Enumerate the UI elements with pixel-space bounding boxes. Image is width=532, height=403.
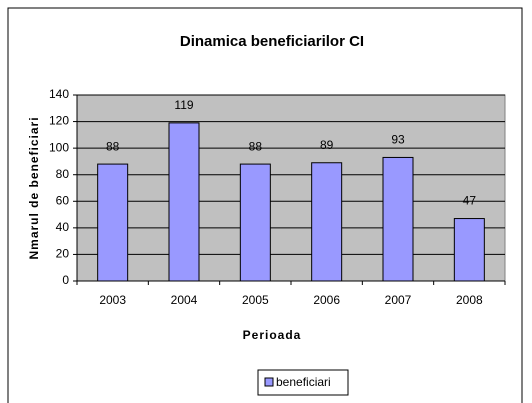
chart-title: Dinamica beneficiarilor CI: [180, 33, 364, 50]
bar: [168, 122, 200, 282]
x-tick-label: 2006: [313, 293, 340, 307]
y-tick-label: 20: [56, 247, 70, 261]
x-tick-label: 2008: [456, 293, 483, 307]
bar: [453, 218, 485, 282]
y-axis-title: Nmarul de beneficiari: [27, 116, 41, 259]
plot-area: [76, 94, 506, 282]
x-tick-label: 2005: [242, 293, 269, 307]
x-axis-title: Perioada: [243, 328, 302, 342]
y-tick-label: 140: [49, 87, 69, 101]
bar: [382, 156, 414, 282]
y-tick-label: 100: [49, 140, 69, 154]
x-tick-label: 2003: [99, 293, 126, 307]
legend-label: beneficiari: [276, 375, 331, 389]
y-tick-label: 40: [56, 220, 70, 234]
bar: [311, 162, 343, 282]
y-tick-label: 120: [49, 114, 69, 128]
x-tick-label: 2007: [385, 293, 412, 307]
y-tick-label: 60: [56, 193, 70, 207]
data-label: 89: [320, 138, 334, 152]
data-label: 93: [391, 133, 405, 147]
y-tick-label: 80: [56, 167, 70, 181]
bar: [239, 163, 271, 282]
bar: [97, 163, 129, 282]
x-tick-label: 2004: [171, 293, 198, 307]
data-label: 119: [174, 98, 193, 112]
data-label: 88: [106, 139, 120, 153]
legend-swatch: [264, 377, 274, 387]
data-label: 47: [463, 194, 477, 208]
data-label: 88: [249, 139, 263, 153]
y-tick-label: 0: [62, 273, 69, 287]
